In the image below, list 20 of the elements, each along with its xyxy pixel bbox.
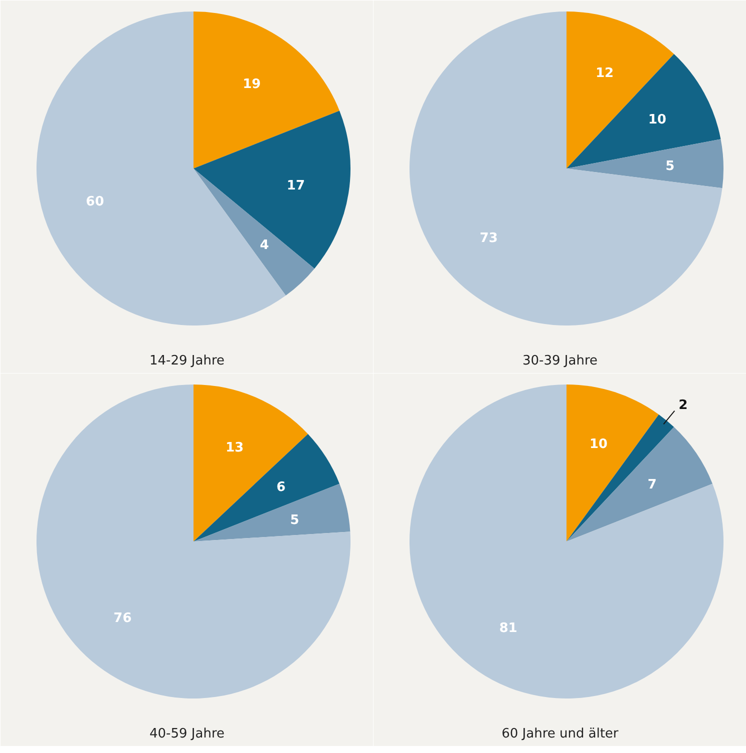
- data-label: 81: [499, 621, 518, 636]
- data-label: 10: [648, 112, 666, 128]
- data-label: 10: [589, 436, 608, 452]
- data-label: 13: [226, 440, 244, 456]
- text: 40-59 Jahre: [150, 726, 225, 742]
- data-label: 12: [596, 66, 614, 82]
- data-label: 17: [286, 178, 305, 194]
- data-label: 76: [114, 611, 132, 626]
- text: 14-29 Jahre: [150, 354, 225, 368]
- data-label: 73: [480, 231, 498, 246]
- data-label: 5: [290, 512, 300, 528]
- data-label: 5: [666, 159, 675, 174]
- text: 30-39 Jahre: [522, 354, 598, 368]
- data-label: 2: [678, 398, 688, 413]
- data-label: 60: [86, 194, 104, 210]
- data-label: 19: [242, 76, 261, 92]
- data-label: 6: [276, 480, 286, 495]
- data-label: 7: [648, 477, 657, 492]
- text: 60 Jahre und älter: [502, 726, 620, 742]
- data-label: 4: [260, 238, 269, 254]
